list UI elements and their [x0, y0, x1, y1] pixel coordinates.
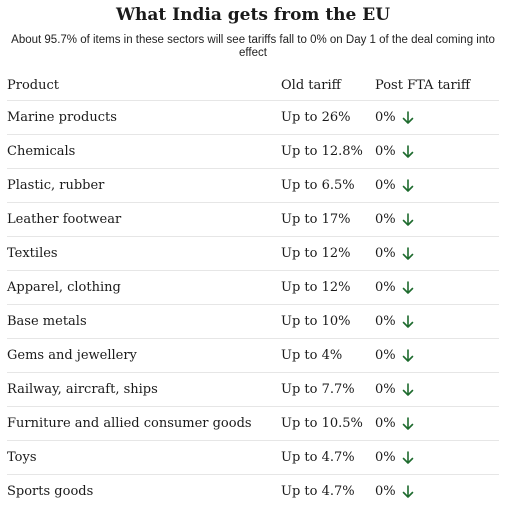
post-fta-tariff-cell: 0% [375, 134, 499, 169]
arrow-down-icon [402, 382, 413, 396]
product-cell: Marine products [7, 100, 281, 135]
column-header-old-tariff: Old tariff [281, 77, 341, 93]
product-cell: Chemicals [7, 134, 281, 169]
product-cell: Toys [7, 440, 281, 475]
product-cell: Apparel, clothing [7, 270, 281, 305]
page-title: What India gets from the EU [115, 5, 391, 25]
old-tariff-cell: Up to 12% [281, 236, 375, 271]
old-tariff-cell: Up to 4.7% [281, 474, 375, 508]
old-tariff-cell: Up to 6.5% [281, 168, 375, 203]
table-row: Railway, aircraft, ships Up to 7.7% 0% [7, 372, 499, 407]
post-fta-tariff-value: 0% [375, 484, 396, 499]
post-fta-tariff-cell: 0% [375, 168, 499, 203]
old-tariff-cell: Up to 10% [281, 304, 375, 339]
table-row: Textiles Up to 12% 0% [7, 236, 499, 271]
column-header-product: Product [7, 77, 59, 93]
post-fta-value-wrap: 0% [375, 348, 414, 363]
post-fta-tariff-cell: 0% [375, 270, 499, 305]
table-row: Furniture and allied consumer goods Up to… [7, 406, 499, 441]
tariff-table: Product Old tariff Post FTA tariff Marin… [7, 70, 499, 508]
old-tariff-cell: Up to 4.7% [281, 440, 375, 475]
post-fta-value-wrap: 0% [375, 144, 414, 159]
post-fta-value-wrap: 0% [375, 314, 414, 329]
product-cell: Plastic, rubber [7, 168, 281, 203]
post-fta-tariff-value: 0% [375, 246, 396, 261]
product-cell: Sports goods [7, 474, 281, 508]
post-fta-tariff-value: 0% [375, 144, 396, 159]
table-row: Sports goods Up to 4.7% 0% [7, 474, 499, 508]
old-tariff-cell: Up to 12.8% [281, 134, 375, 169]
old-tariff-cell: Up to 17% [281, 202, 375, 237]
post-fta-tariff-cell: 0% [375, 440, 499, 475]
product-cell: Furniture and allied consumer goods [7, 406, 281, 441]
table-row: Plastic, rubber Up to 6.5% 0% [7, 168, 499, 203]
arrow-down-icon [402, 314, 413, 328]
old-tariff-cell: Up to 10.5% [281, 406, 375, 441]
post-fta-tariff-value: 0% [375, 280, 396, 295]
post-fta-tariff-value: 0% [375, 178, 396, 193]
post-fta-tariff-value: 0% [375, 416, 396, 431]
post-fta-tariff-cell: 0% [375, 100, 499, 135]
table-row: Chemicals Up to 12.8% 0% [7, 134, 499, 169]
post-fta-tariff-cell: 0% [375, 304, 499, 339]
arrow-down-icon [402, 280, 413, 294]
table-row: Marine products Up to 26% 0% [7, 100, 499, 135]
arrow-down-icon [402, 450, 413, 464]
page-subtitle: About 95.7% of items in these sectors wi… [11, 34, 495, 59]
post-fta-tariff-cell: 0% [375, 406, 499, 441]
post-fta-tariff-value: 0% [375, 382, 396, 397]
arrow-down-icon [402, 246, 413, 260]
arrow-down-icon [402, 484, 413, 498]
product-cell: Textiles [7, 236, 281, 271]
arrow-down-icon [402, 212, 413, 226]
table-row: Base metals Up to 10% 0% [7, 304, 499, 339]
post-fta-tariff-value: 0% [375, 450, 396, 465]
table-header-row: Product Old tariff Post FTA tariff [7, 70, 499, 101]
post-fta-tariff-value: 0% [375, 110, 396, 125]
old-tariff-cell: Up to 7.7% [281, 372, 375, 407]
product-cell: Railway, aircraft, ships [7, 372, 281, 407]
post-fta-value-wrap: 0% [375, 484, 414, 499]
product-cell: Leather footwear [7, 202, 281, 237]
column-header-post-fta-tariff: Post FTA tariff [375, 77, 471, 93]
post-fta-value-wrap: 0% [375, 450, 414, 465]
post-fta-tariff-cell: 0% [375, 338, 499, 373]
product-cell: Base metals [7, 304, 281, 339]
table-row: Apparel, clothing Up to 12% 0% [7, 270, 499, 305]
old-tariff-cell: Up to 12% [281, 270, 375, 305]
old-tariff-cell: Up to 4% [281, 338, 375, 373]
post-fta-value-wrap: 0% [375, 178, 414, 193]
arrow-down-icon [402, 110, 413, 124]
post-fta-tariff-cell: 0% [375, 202, 499, 237]
table-row: Toys Up to 4.7% 0% [7, 440, 499, 475]
post-fta-tariff-value: 0% [375, 212, 396, 227]
post-fta-tariff-cell: 0% [375, 474, 499, 508]
post-fta-value-wrap: 0% [375, 212, 414, 227]
product-cell: Gems and jewellery [7, 338, 281, 373]
table-row: Leather footwear Up to 17% 0% [7, 202, 499, 237]
arrow-down-icon [402, 348, 413, 362]
arrow-down-icon [402, 416, 413, 430]
arrow-down-icon [402, 144, 413, 158]
post-fta-value-wrap: 0% [375, 246, 414, 261]
post-fta-value-wrap: 0% [375, 110, 414, 125]
arrow-down-icon [402, 178, 413, 192]
post-fta-value-wrap: 0% [375, 280, 414, 295]
post-fta-tariff-cell: 0% [375, 372, 499, 407]
post-fta-value-wrap: 0% [375, 382, 414, 397]
table-row: Gems and jewellery Up to 4% 0% [7, 338, 499, 373]
old-tariff-cell: Up to 26% [281, 100, 375, 135]
post-fta-tariff-value: 0% [375, 348, 396, 363]
post-fta-tariff-cell: 0% [375, 236, 499, 271]
post-fta-value-wrap: 0% [375, 416, 414, 431]
post-fta-tariff-value: 0% [375, 314, 396, 329]
